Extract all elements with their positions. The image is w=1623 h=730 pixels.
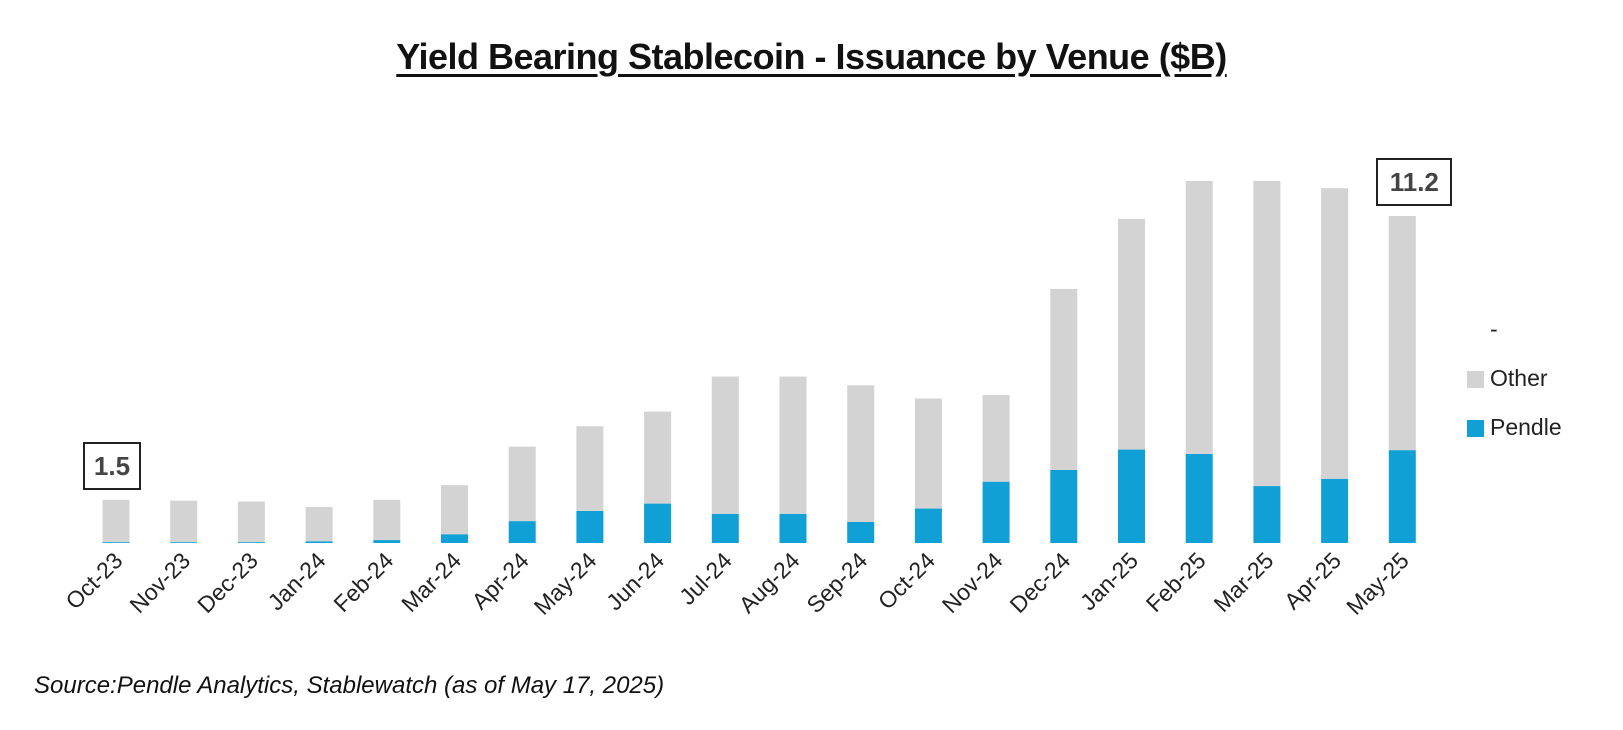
x-tick-label: Nov-23 (124, 547, 195, 618)
x-tick-label: Jan-25 (1075, 547, 1143, 615)
bar-pendle-nov-24 (982, 481, 1010, 543)
bar-pendle-mar-24 (441, 534, 468, 543)
bar-other-mar-24 (441, 485, 468, 535)
x-tick-label: Apr-25 (1279, 547, 1346, 614)
x-tick-label: May-24 (529, 547, 602, 620)
bar-other-nov-23 (170, 500, 198, 543)
x-tick-label: Jul-24 (674, 547, 737, 610)
bar-pendle-apr-25 (1321, 478, 1349, 543)
bar-pendle-apr-24 (508, 521, 536, 543)
x-tick-label: Jan-24 (263, 547, 331, 615)
annotation-may-25: 11.2 (1376, 157, 1453, 206)
bar-pendle-feb-25 (1185, 453, 1213, 543)
bar-other-sep-24 (847, 385, 875, 522)
x-tick-label: Mar-25 (1209, 547, 1279, 617)
bar-other-dec-24 (1050, 288, 1078, 470)
x-tick-label: Oct-23 (60, 547, 127, 614)
bar-other-oct-23 (102, 499, 130, 543)
x-tick-label: Nov-24 (937, 547, 1008, 618)
bar-pendle-oct-24 (914, 508, 942, 543)
x-tick-label: Dec-24 (1005, 547, 1076, 618)
x-tick-label: Feb-24 (328, 547, 398, 617)
bar-other-apr-24 (508, 446, 536, 522)
x-tick-label: Sep-24 (801, 547, 872, 618)
legend-label: Other (1490, 365, 1548, 391)
x-tick-label: Dec-23 (192, 547, 263, 618)
bar-other-may-24 (576, 426, 604, 511)
bar-other-oct-24 (914, 398, 942, 509)
bar-other-dec-23 (237, 501, 265, 543)
legend-label: - (1490, 316, 1498, 342)
x-tick-label: Mar-24 (396, 547, 466, 617)
legend-swatch-other (1467, 371, 1484, 388)
bar-other-may-25 (1388, 215, 1416, 451)
bar-other-feb-24 (373, 499, 401, 541)
bar-other-jan-24 (305, 507, 333, 542)
bar-pendle-may-25 (1388, 450, 1416, 543)
chart-title: Yield Bearing Stablecoin - Issuance by V… (396, 36, 1227, 77)
bar-pendle-aug-24 (779, 513, 807, 543)
legend-swatch-pendle (1467, 420, 1484, 437)
x-tick-label: May-25 (1341, 547, 1414, 620)
legend-label: Pendle (1490, 414, 1562, 440)
annotation-oct-23: 1.5 (83, 441, 141, 490)
bar-other-jul-24 (711, 376, 739, 514)
bar-pendle-may-24 (576, 510, 604, 543)
bar-pendle-jan-24 (305, 541, 333, 543)
bar-other-aug-24 (779, 376, 807, 514)
x-tick-label: Apr-24 (467, 547, 534, 614)
bar-other-nov-24 (982, 394, 1010, 482)
bar-other-apr-25 (1321, 188, 1349, 479)
bar-pendle-dec-24 (1050, 470, 1078, 543)
bar-other-jun-24 (644, 411, 672, 504)
x-tick-label: Aug-24 (734, 547, 805, 618)
x-tick-label: Feb-25 (1141, 547, 1211, 617)
bar-pendle-sep-24 (847, 521, 875, 543)
bar-other-feb-25 (1185, 180, 1213, 454)
bar-pendle-jul-24 (711, 513, 739, 543)
bar-pendle-jun-24 (644, 503, 672, 543)
bar-other-jan-25 (1118, 218, 1145, 450)
bar-pendle-jan-25 (1118, 449, 1145, 543)
bar-pendle-mar-25 (1253, 486, 1281, 543)
bar-pendle-feb-24 (373, 540, 401, 543)
bar-pendle-oct-23 (102, 542, 130, 543)
bar-pendle-nov-23 (170, 542, 198, 543)
bar-pendle-dec-23 (237, 542, 265, 543)
bar-other-mar-25 (1253, 180, 1281, 487)
bar-group (102, 180, 1416, 543)
x-tick-label: Oct-24 (873, 547, 940, 614)
x-tick-label: Jun-24 (601, 547, 669, 615)
source-note: Source:Pendle Analytics, Stablewatch (as… (34, 672, 665, 699)
